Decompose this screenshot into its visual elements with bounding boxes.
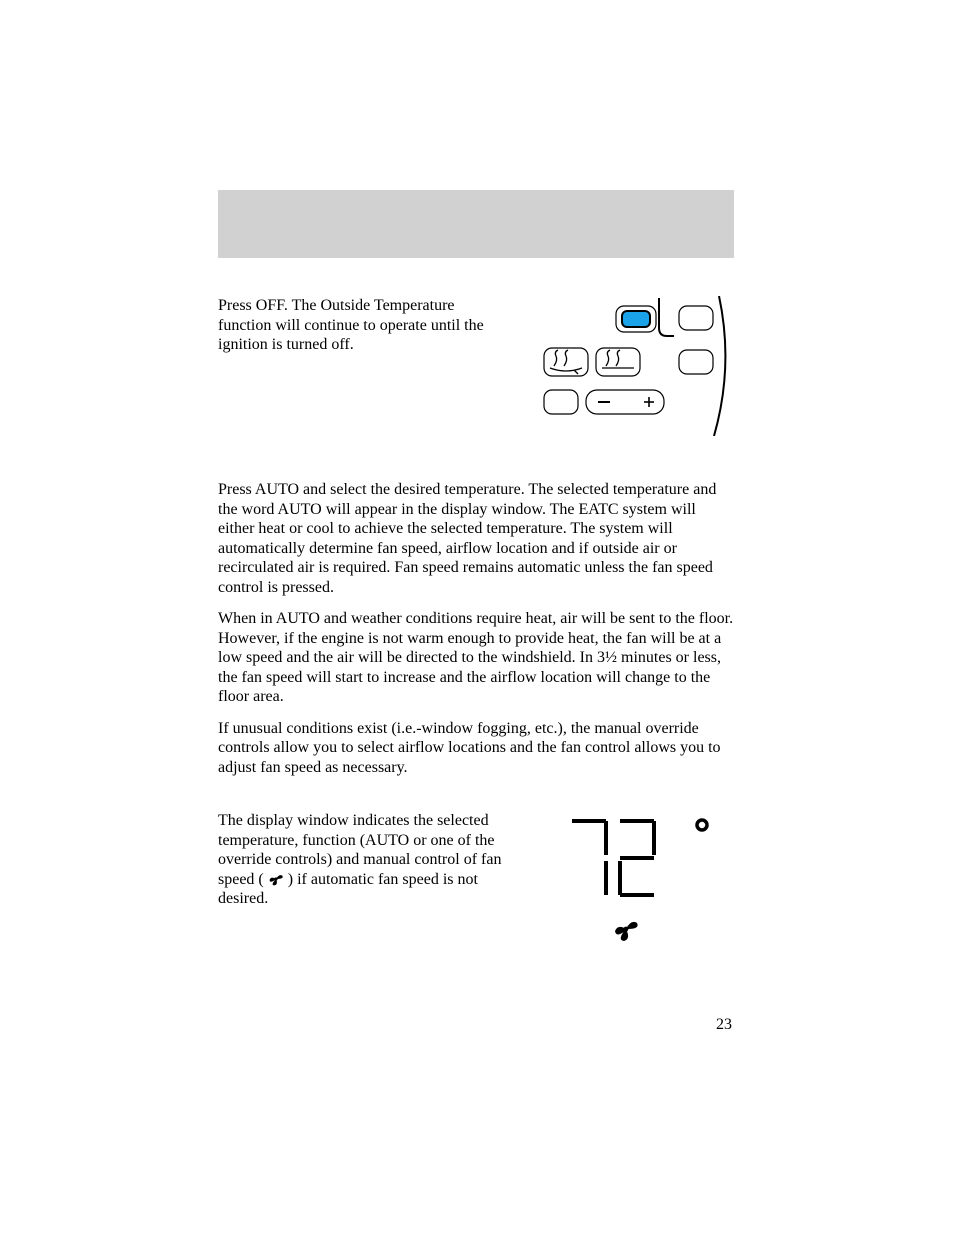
display-svg: [554, 811, 734, 961]
digit-2: [620, 821, 654, 895]
content-column: Press OFF. The Outside Temperature funct…: [218, 296, 734, 979]
display-figure: [554, 811, 734, 961]
panel-floor-icon: [602, 350, 634, 368]
off-section: Press OFF. The Outside Temperature funct…: [218, 296, 734, 436]
display-paragraph: The display window indicates the selecte…: [218, 811, 530, 909]
floor-defrost-icon: [550, 350, 582, 374]
auto-paragraph-2: When in AUTO and weather conditions requ…: [218, 609, 734, 707]
auto-paragraph-1: Press AUTO and select the desired temper…: [218, 480, 734, 597]
display-text: The display window indicates the selecte…: [218, 811, 530, 921]
digit-7: [572, 821, 606, 895]
defrost-button-face: [622, 311, 650, 327]
page-number: 23: [716, 1016, 732, 1034]
fan-icon-inline: [268, 871, 284, 887]
blank-button-top[interactable]: [679, 306, 713, 330]
off-paragraph: Press OFF. The Outside Temperature funct…: [218, 296, 490, 355]
auto-paragraph-3: If unusual conditions exist (i.e.-window…: [218, 719, 734, 778]
panel-right-edge: [714, 296, 725, 436]
display-section: The display window indicates the selecte…: [218, 811, 734, 961]
control-panel-svg: [514, 296, 734, 436]
blank-button-bottom[interactable]: [544, 390, 578, 414]
fan-icon-display: [615, 922, 638, 941]
panel-inner-edge: [659, 298, 674, 336]
blank-button-mid[interactable]: [679, 350, 713, 374]
fan-plus-icon: [644, 397, 654, 407]
header-bar: [218, 190, 734, 258]
control-panel-figure: [514, 296, 734, 436]
page: Press OFF. The Outside Temperature funct…: [0, 0, 954, 1235]
off-text: Press OFF. The Outside Temperature funct…: [218, 296, 490, 367]
degree-icon: [697, 820, 707, 830]
